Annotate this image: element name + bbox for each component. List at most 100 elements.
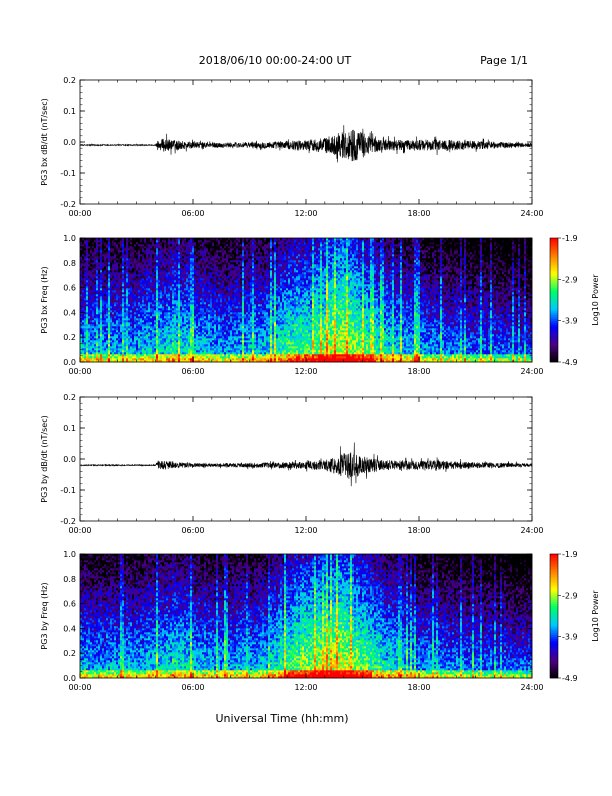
- heatmap-cell: [140, 334, 142, 336]
- heatmap-cell: [100, 276, 102, 278]
- heatmap-cell: [86, 356, 88, 358]
- heatmap-cell: [174, 304, 176, 306]
- heatmap-cell: [212, 328, 214, 330]
- heatmap-cell: [212, 240, 214, 242]
- heatmap-cell: [186, 346, 188, 348]
- heatmap-cell: [130, 326, 132, 328]
- heatmap-cell: [146, 274, 148, 276]
- heatmap-cell: [164, 312, 166, 314]
- heatmap-cell: [186, 278, 188, 280]
- heatmap-cell: [222, 308, 224, 310]
- heatmap-cell: [214, 298, 216, 300]
- heatmap-cell: [96, 250, 98, 252]
- heatmap-cell: [114, 292, 116, 294]
- heatmap-cell: [122, 252, 124, 254]
- heatmap-cell: [116, 252, 118, 254]
- heatmap-cell: [82, 322, 84, 324]
- heatmap-cell: [168, 288, 170, 290]
- heatmap-cell: [164, 284, 166, 286]
- heatmap-cell: [156, 290, 158, 292]
- heatmap-cell: [150, 290, 152, 292]
- heatmap-cell: [138, 324, 140, 326]
- heatmap-cell: [116, 320, 118, 322]
- heatmap-cell: [190, 294, 192, 296]
- heatmap-cell: [114, 274, 116, 276]
- heatmap-cell: [112, 356, 114, 358]
- heatmap-cell: [152, 330, 154, 332]
- heatmap-cell: [176, 296, 178, 298]
- heatmap-cell: [132, 270, 134, 272]
- heatmap-cell: [148, 334, 150, 336]
- heatmap-cell: [190, 348, 192, 350]
- heatmap-cell: [168, 300, 170, 302]
- heatmap-cell: [114, 318, 116, 320]
- heatmap-cell: [116, 340, 118, 342]
- heatmap-cell: [154, 306, 156, 308]
- heatmap-cell: [204, 358, 206, 360]
- heatmap-cell: [156, 296, 158, 298]
- heatmap-cell: [154, 344, 156, 346]
- heatmap-cell: [206, 294, 208, 296]
- heatmap-cell: [156, 242, 158, 244]
- heatmap-cell: [86, 344, 88, 346]
- heatmap-cell: [162, 264, 164, 266]
- heatmap-cell: [200, 272, 202, 274]
- heatmap-cell: [150, 328, 152, 330]
- heatmap-cell: [190, 346, 192, 348]
- heatmap-cell: [160, 288, 162, 290]
- heatmap-cell: [188, 336, 190, 338]
- heatmap-cell: [224, 302, 226, 304]
- heatmap-cell: [172, 330, 174, 332]
- heatmap-cell: [158, 272, 160, 274]
- heatmap-cell: [144, 248, 146, 250]
- heatmap-cell: [198, 354, 200, 356]
- heatmap-cell: [226, 322, 228, 324]
- heatmap-cell: [84, 322, 86, 324]
- heatmap-cell: [228, 316, 230, 318]
- heatmap-cell: [228, 286, 230, 288]
- heatmap-cell: [126, 358, 128, 360]
- heatmap-cell: [156, 250, 158, 252]
- heatmap-cell: [118, 336, 120, 338]
- heatmap-cell: [156, 338, 158, 340]
- heatmap-cell: [96, 256, 98, 258]
- heatmap-cell: [116, 354, 118, 356]
- heatmap-cell: [146, 276, 148, 278]
- heatmap-cell: [168, 264, 170, 266]
- heatmap-cell: [116, 244, 118, 246]
- heatmap-cell: [112, 276, 114, 278]
- heatmap-cell: [192, 274, 194, 276]
- heatmap-cell: [222, 250, 224, 252]
- heatmap-cell: [176, 266, 178, 268]
- heatmap-cell: [176, 252, 178, 254]
- heatmap-cell: [172, 264, 174, 266]
- heatmap-cell: [102, 282, 104, 284]
- heatmap-cell: [122, 314, 124, 316]
- heatmap-cell: [162, 290, 164, 292]
- heatmap-cell: [156, 266, 158, 268]
- heatmap-cell: [140, 286, 142, 288]
- heatmap-cell: [134, 256, 136, 258]
- heatmap-cell: [230, 310, 232, 312]
- heatmap-cell: [86, 242, 88, 244]
- heatmap-cell: [234, 252, 236, 254]
- heatmap-cell: [132, 244, 134, 246]
- heatmap-cell: [154, 320, 156, 322]
- heatmap-cell: [124, 344, 126, 346]
- heatmap-cell: [112, 248, 114, 250]
- heatmap-cell: [156, 268, 158, 270]
- heatmap-cell: [106, 336, 108, 338]
- heatmap-cell: [116, 328, 118, 330]
- heatmap-cell: [230, 348, 232, 350]
- heatmap-cell: [212, 248, 214, 250]
- heatmap-cell: [128, 346, 130, 348]
- heatmap-cell: [168, 296, 170, 298]
- heatmap-cell: [128, 294, 130, 296]
- heatmap-cell: [166, 310, 168, 312]
- heatmap-cell: [98, 324, 100, 326]
- heatmap-cell: [110, 338, 112, 340]
- heatmap-cell: [158, 250, 160, 252]
- heatmap-cell: [122, 322, 124, 324]
- heatmap-cell: [192, 270, 194, 272]
- heatmap-cell: [156, 336, 158, 338]
